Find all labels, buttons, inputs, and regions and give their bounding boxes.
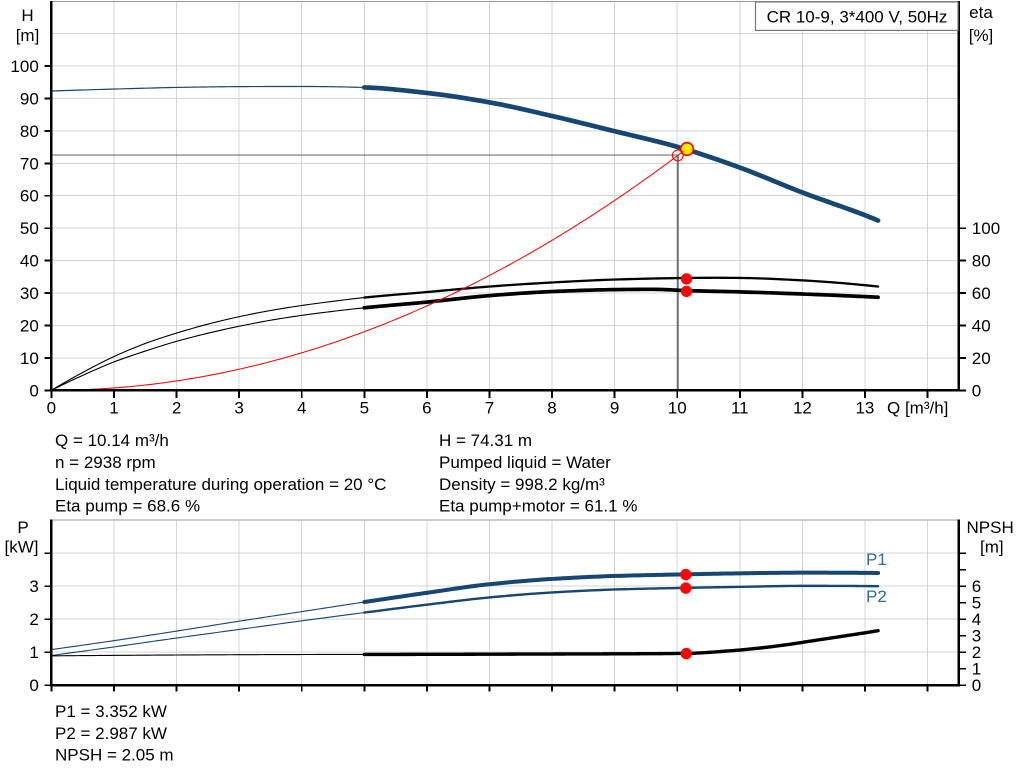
svg-text:6: 6: [422, 398, 431, 417]
svg-text:NPSH: NPSH: [967, 518, 1014, 537]
svg-text:Eta pump+motor = 61.1 %: Eta pump+motor = 61.1 %: [439, 497, 637, 516]
svg-text:0: 0: [29, 676, 38, 695]
svg-text:10: 10: [20, 349, 39, 368]
svg-text:H = 74.31 m: H = 74.31 m: [439, 431, 532, 450]
svg-text:1: 1: [109, 398, 118, 417]
svg-text:4: 4: [972, 610, 981, 629]
svg-text:eta: eta: [969, 3, 993, 22]
svg-text:3: 3: [234, 398, 243, 417]
svg-text:11: 11: [731, 398, 749, 417]
svg-text:Liquid temperature during oper: Liquid temperature during operation = 20…: [55, 475, 386, 494]
svg-text:12: 12: [793, 398, 812, 417]
svg-text:70: 70: [20, 154, 39, 173]
svg-text:1: 1: [972, 660, 981, 679]
svg-text:60: 60: [972, 284, 991, 303]
svg-text:8: 8: [547, 398, 556, 417]
svg-text:P2 = 2.987 kW: P2 = 2.987 kW: [55, 724, 167, 743]
svg-text:6: 6: [972, 577, 981, 596]
svg-text:1: 1: [29, 643, 38, 662]
svg-text:[%]: [%]: [969, 26, 994, 45]
svg-text:13: 13: [855, 398, 874, 417]
svg-text:H: H: [21, 6, 33, 25]
svg-text:9: 9: [610, 398, 619, 417]
svg-text:100: 100: [972, 219, 1000, 238]
svg-text:60: 60: [20, 187, 39, 206]
svg-text:3: 3: [29, 577, 38, 596]
svg-text:Q = 10.14 m³/h: Q = 10.14 m³/h: [55, 431, 169, 450]
svg-text:40: 40: [20, 252, 39, 271]
svg-text:5: 5: [972, 594, 981, 613]
svg-text:30: 30: [20, 284, 39, 303]
svg-text:Eta pump = 68.6 %: Eta pump = 68.6 %: [55, 497, 200, 516]
svg-text:P1 = 3.352 kW: P1 = 3.352 kW: [55, 702, 167, 721]
svg-text:n = 2938 rpm: n = 2938 rpm: [55, 453, 156, 472]
svg-text:CR 10-9, 3*400 V, 50Hz: CR 10-9, 3*400 V, 50Hz: [767, 8, 948, 27]
svg-text:2: 2: [172, 398, 181, 417]
svg-text:3: 3: [972, 627, 981, 646]
svg-text:80: 80: [972, 252, 991, 271]
svg-text:NPSH = 2.05 m: NPSH = 2.05 m: [55, 746, 174, 765]
svg-text:4: 4: [297, 398, 306, 417]
svg-text:2: 2: [972, 643, 981, 662]
svg-text:20: 20: [972, 349, 991, 368]
svg-text:0: 0: [972, 381, 981, 400]
svg-text:0: 0: [972, 676, 981, 695]
svg-text:90: 90: [20, 90, 39, 109]
svg-text:[m]: [m]: [16, 26, 40, 45]
svg-text:P: P: [17, 518, 28, 537]
svg-text:80: 80: [20, 122, 39, 141]
svg-text:50: 50: [20, 219, 39, 238]
svg-text:40: 40: [972, 316, 991, 335]
svg-text:7: 7: [485, 398, 494, 417]
svg-text:10: 10: [668, 398, 687, 417]
svg-text:[m]: [m]: [980, 537, 1004, 556]
svg-text:Density = 998.2 kg/m³: Density = 998.2 kg/m³: [439, 475, 605, 494]
svg-text:20: 20: [20, 316, 39, 335]
svg-text:0: 0: [29, 381, 38, 400]
svg-text:2: 2: [29, 610, 38, 629]
svg-text:P1: P1: [866, 550, 887, 569]
svg-text:Q [m³/h]: Q [m³/h]: [887, 398, 948, 417]
svg-text:P2: P2: [866, 587, 887, 606]
svg-text:Pumped liquid = Water: Pumped liquid = Water: [439, 453, 611, 472]
svg-text:100: 100: [10, 57, 38, 76]
svg-text:0: 0: [47, 398, 56, 417]
svg-text:5: 5: [360, 398, 369, 417]
svg-text:[kW]: [kW]: [5, 537, 39, 556]
